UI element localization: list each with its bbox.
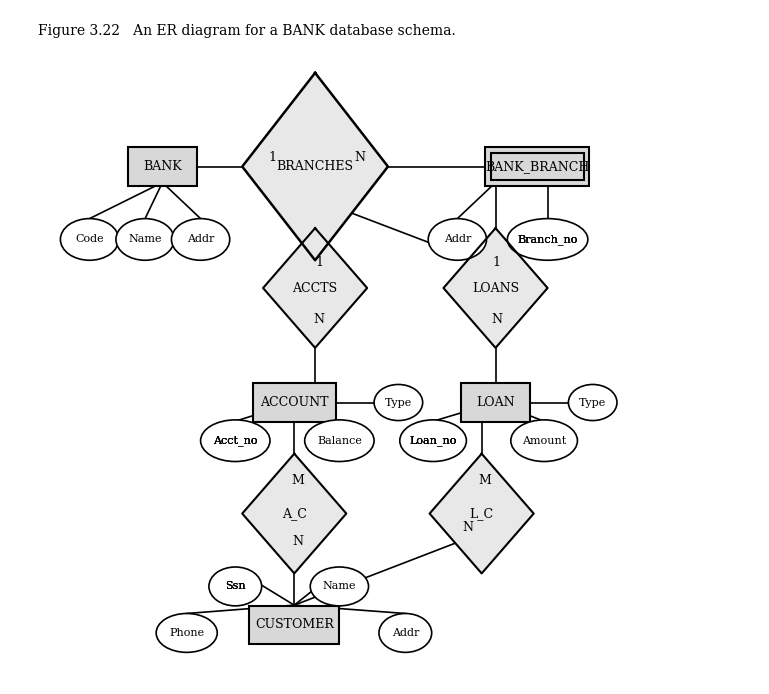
Polygon shape [242,454,346,573]
Ellipse shape [116,219,175,260]
Polygon shape [263,228,367,348]
Text: 1: 1 [268,151,276,164]
Ellipse shape [508,219,588,260]
Text: ACCOUNT: ACCOUNT [260,396,328,409]
Polygon shape [430,454,534,573]
Text: CUSTOMER: CUSTOMER [255,618,334,631]
Text: Ssn: Ssn [225,582,245,591]
Text: LOANS: LOANS [472,282,519,294]
Text: N: N [462,521,473,534]
Text: BANK_BRANCH: BANK_BRANCH [485,160,589,173]
Text: Type: Type [384,398,412,407]
Ellipse shape [428,219,487,260]
FancyBboxPatch shape [485,147,589,186]
Ellipse shape [171,219,230,260]
Text: ACCTS: ACCTS [292,282,338,294]
Polygon shape [444,228,548,348]
Text: Figure 3.22   An ER diagram for a BANK database schema.: Figure 3.22 An ER diagram for a BANK dat… [38,24,456,38]
FancyBboxPatch shape [253,384,336,422]
Ellipse shape [511,420,578,462]
Text: Addr: Addr [444,235,471,244]
Text: N: N [314,313,325,325]
Text: N: N [491,313,502,325]
Text: Loan_no: Loan_no [409,435,457,446]
Text: BANK: BANK [143,160,181,173]
Text: Acct_no: Acct_no [213,435,258,446]
Ellipse shape [374,384,423,421]
Ellipse shape [568,384,617,421]
Ellipse shape [305,420,374,462]
Text: M: M [291,474,305,486]
Ellipse shape [310,567,368,606]
Text: Balance: Balance [317,436,362,446]
Text: Code: Code [75,235,104,244]
Text: Loan_no: Loan_no [409,435,457,446]
Text: Ssn: Ssn [225,582,245,591]
Text: Name: Name [128,235,161,244]
Ellipse shape [156,613,218,652]
Text: Addr: Addr [391,628,419,638]
Text: Name: Name [323,582,356,591]
Text: Ssn: Ssn [225,582,245,591]
Ellipse shape [61,219,118,260]
Text: Type: Type [579,398,606,407]
Text: Branch_no: Branch_no [518,234,578,245]
Text: M: M [478,474,491,486]
Text: Acct_no: Acct_no [213,435,258,446]
Text: LOAN: LOAN [476,396,515,409]
Ellipse shape [400,420,466,462]
Text: Loan_no: Loan_no [409,435,457,446]
Text: Addr: Addr [187,235,215,244]
Text: Branch_no: Branch_no [518,234,578,245]
Text: N: N [354,151,365,164]
Text: N: N [292,535,303,548]
Text: Branch_no: Branch_no [518,234,578,245]
Ellipse shape [379,613,431,652]
Ellipse shape [201,420,270,462]
Text: L_C: L_C [470,507,494,520]
Polygon shape [242,73,388,260]
FancyBboxPatch shape [461,384,531,422]
FancyBboxPatch shape [128,147,197,186]
Text: BRANCHES: BRANCHES [277,160,354,173]
Text: A_C: A_C [282,507,307,520]
Ellipse shape [209,567,261,606]
Text: Amount: Amount [522,436,566,446]
Text: Phone: Phone [169,628,205,638]
Text: 1: 1 [493,256,501,269]
FancyBboxPatch shape [249,605,339,644]
Text: 1: 1 [315,256,323,269]
Text: Acct_no: Acct_no [213,435,258,446]
